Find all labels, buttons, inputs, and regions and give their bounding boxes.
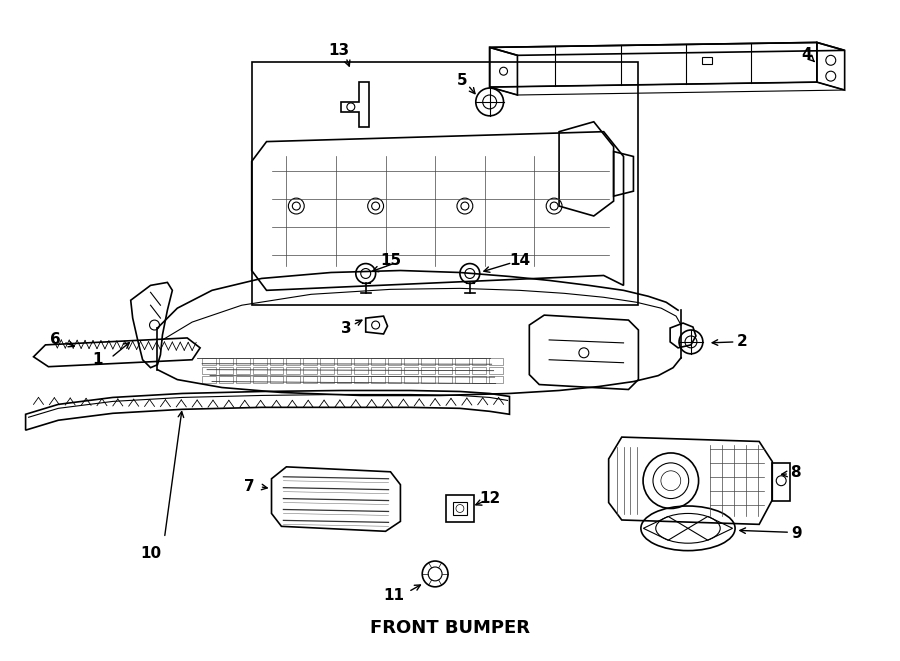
Bar [219, 375, 233, 383]
Bar [337, 367, 351, 373]
Text: 2: 2 [737, 334, 748, 350]
Bar [253, 375, 266, 383]
Text: 7: 7 [245, 479, 255, 494]
Bar [421, 375, 435, 383]
Bar [371, 367, 384, 373]
Bar [421, 367, 435, 373]
Text: 6: 6 [50, 332, 60, 348]
Text: 15: 15 [380, 253, 401, 268]
Bar [303, 367, 317, 373]
Bar [489, 358, 502, 365]
Text: 11: 11 [383, 588, 404, 603]
Bar [253, 367, 266, 373]
Bar [320, 358, 334, 365]
Text: 14: 14 [508, 253, 530, 268]
Bar [253, 358, 266, 365]
Bar [421, 358, 435, 365]
Bar [354, 358, 368, 365]
Bar [438, 367, 452, 373]
Bar [219, 367, 233, 373]
Bar [404, 375, 419, 383]
Bar [320, 375, 334, 383]
Text: 8: 8 [790, 465, 800, 481]
Bar [286, 358, 301, 365]
Text: 12: 12 [479, 491, 500, 506]
Bar [388, 367, 401, 373]
Bar [455, 375, 469, 383]
Bar [337, 358, 351, 365]
Text: 5: 5 [456, 73, 467, 88]
Text: 3: 3 [340, 321, 351, 336]
Bar [472, 367, 486, 373]
Bar [489, 375, 502, 383]
Text: 9: 9 [792, 525, 803, 541]
Bar [438, 375, 452, 383]
Bar [202, 367, 216, 373]
Bar [455, 358, 469, 365]
Text: FRONT BUMPER: FRONT BUMPER [370, 619, 530, 637]
Bar [320, 367, 334, 373]
Bar [489, 367, 502, 373]
Bar [303, 375, 317, 383]
Bar [702, 58, 712, 64]
Bar [472, 358, 486, 365]
Bar [236, 375, 249, 383]
Bar [202, 358, 216, 365]
Bar [404, 358, 419, 365]
Bar [286, 367, 301, 373]
Bar [371, 358, 384, 365]
Bar [453, 502, 467, 516]
Text: 10: 10 [140, 545, 161, 561]
Bar [269, 375, 284, 383]
Bar [438, 358, 452, 365]
Bar [404, 367, 419, 373]
Bar [446, 494, 473, 522]
Bar [388, 358, 401, 365]
Bar [772, 463, 790, 501]
Bar [202, 375, 216, 383]
Text: 1: 1 [93, 352, 104, 368]
Bar [354, 367, 368, 373]
Bar [219, 358, 233, 365]
Bar [236, 358, 249, 365]
Bar [286, 375, 301, 383]
Text: 4: 4 [802, 47, 813, 62]
Text: 13: 13 [328, 43, 349, 58]
Bar [354, 375, 368, 383]
Bar [269, 367, 284, 373]
Bar [371, 375, 384, 383]
Bar [472, 375, 486, 383]
Bar [252, 62, 638, 305]
Bar [388, 375, 401, 383]
Bar [337, 375, 351, 383]
Bar [236, 367, 249, 373]
Bar [303, 358, 317, 365]
Bar [455, 367, 469, 373]
Bar [269, 358, 284, 365]
